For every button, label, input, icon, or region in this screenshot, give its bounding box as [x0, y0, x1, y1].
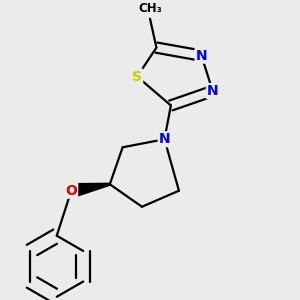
Text: N: N: [207, 84, 218, 98]
Polygon shape: [70, 183, 110, 198]
Text: CH₃: CH₃: [138, 2, 162, 16]
Text: N: N: [196, 49, 207, 63]
Text: N: N: [159, 132, 170, 146]
Text: S: S: [132, 70, 142, 84]
Text: O: O: [65, 184, 77, 198]
